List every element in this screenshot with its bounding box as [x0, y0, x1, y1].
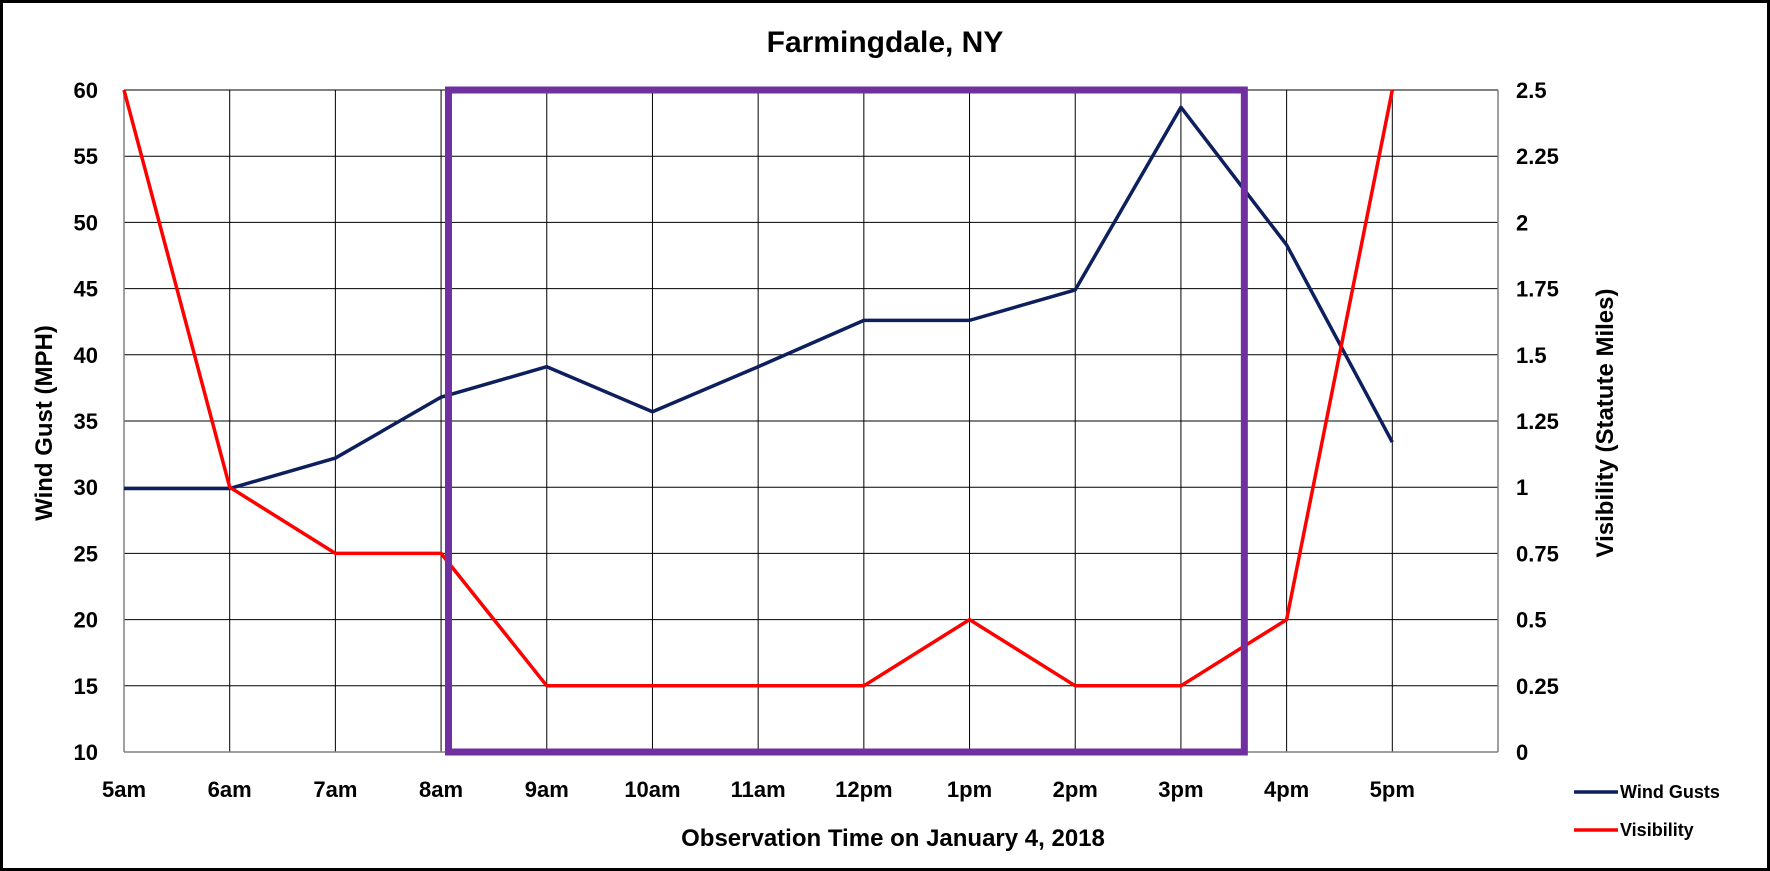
legend-label: Wind Gusts	[1620, 782, 1720, 802]
highlight-box	[444, 86, 1248, 756]
x-tick-label: 11am	[731, 777, 786, 802]
x-tick-label: 9am	[525, 777, 569, 802]
series-layer	[122, 89, 1395, 688]
y-tick-left-label: 15	[74, 674, 98, 699]
series-line-visibility	[122, 89, 1395, 688]
y-axis-left-ticks: 60 55 50 45 40 35 30 25 20 15 10	[74, 78, 98, 765]
y-tick-left-label: 50	[74, 210, 98, 235]
x-tick-label: 7am	[313, 777, 357, 802]
y-tick-right-label: 0.25	[1516, 674, 1559, 699]
x-tick-label: 12pm	[835, 777, 892, 802]
x-tick-label: 10am	[624, 777, 680, 802]
y-tick-left-label: 40	[74, 343, 98, 368]
series-line-wind-gusts	[124, 105, 1394, 491]
y-tick-right-label: 1.75	[1516, 277, 1559, 302]
x-tick-label: 1pm	[947, 777, 992, 802]
y-tick-left-label: 25	[74, 541, 98, 566]
y-axis-right-ticks: 2.5 2.25 2 1.75 1.5 1.25 1 0.75 0.5 0.25 0	[1516, 78, 1559, 765]
chart-title: Farmingdale, NY	[767, 26, 1004, 59]
y-tick-right-label: 0	[1516, 740, 1528, 765]
y-tick-left-label: 30	[74, 475, 98, 500]
x-axis-label: Observation Time on January 4, 2018	[681, 825, 1105, 852]
x-tick-label: 2pm	[1053, 777, 1098, 802]
x-tick-label: 4pm	[1264, 777, 1309, 802]
x-tick-label: 5am	[102, 777, 146, 802]
y-tick-right-label: 1.5	[1516, 343, 1547, 368]
x-tick-label: 8am	[419, 777, 463, 802]
y-tick-right-label: 2	[1516, 210, 1528, 235]
y-tick-right-label: 1	[1516, 475, 1528, 500]
y-tick-left-label: 45	[74, 277, 98, 302]
y-axis-left-label: Wind Gust (MPH)	[31, 325, 58, 521]
legend: Wind Gusts Visibility	[1574, 782, 1720, 840]
y-tick-right-label: 2.5	[1516, 78, 1547, 103]
grid	[123, 89, 1499, 753]
y-tick-left-label: 55	[74, 144, 98, 169]
y-tick-left-label: 35	[74, 409, 98, 434]
legend-label: Visibility	[1620, 820, 1694, 840]
x-tick-label: 3pm	[1158, 777, 1203, 802]
y-axis-right-label: Visibility (Statute Miles)	[1592, 289, 1619, 558]
x-tick-label: 5pm	[1370, 777, 1415, 802]
x-tick-label: 6am	[208, 777, 252, 802]
y-tick-left-label: 60	[74, 78, 98, 103]
y-tick-left-label: 10	[74, 740, 98, 765]
annotation-layer	[444, 86, 1248, 756]
y-tick-right-label: 0.75	[1516, 541, 1559, 566]
y-tick-right-label: 2.25	[1516, 144, 1559, 169]
y-tick-left-label: 20	[74, 608, 98, 633]
y-tick-right-label: 1.25	[1516, 409, 1559, 434]
y-tick-right-label: 0.5	[1516, 608, 1547, 633]
x-axis-ticks: 5am 6am 7am 8am 9am 10am 11am 12pm 1pm 2pm 3pm 4pm 5…	[102, 777, 1415, 802]
